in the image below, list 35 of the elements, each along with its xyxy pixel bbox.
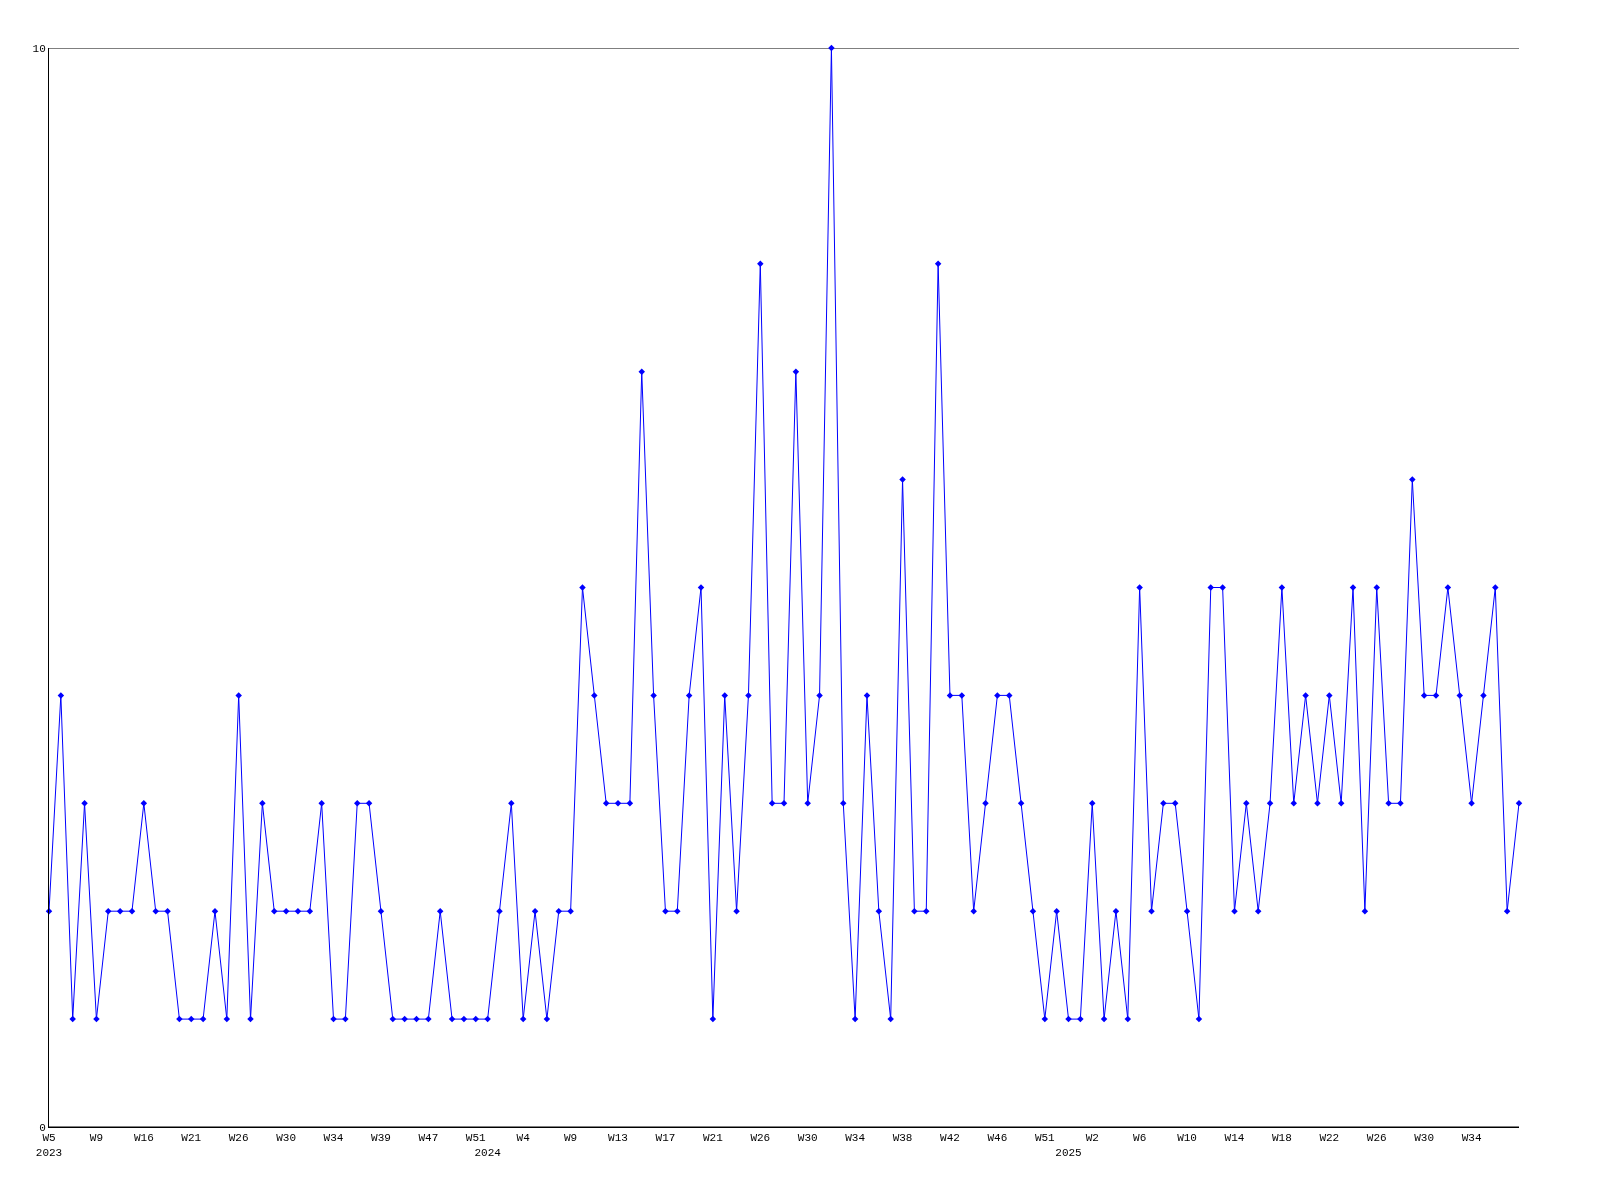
x-tick-label: W6 — [1133, 1132, 1147, 1145]
x-tick-label: W51 — [1034, 1132, 1056, 1145]
y-tick-label: 0 — [39, 1121, 46, 1134]
x-tick-label: W9 — [89, 1132, 104, 1145]
x-tick-label: W14 — [1224, 1132, 1245, 1145]
x-tick-label: W2 — [1085, 1132, 1099, 1145]
x-tick-label: W42 — [940, 1132, 960, 1145]
x-tick-label: W39 — [371, 1132, 391, 1145]
x-tick-label: W10 — [1177, 1132, 1197, 1145]
x-tick-label: W16 — [133, 1132, 154, 1145]
x-tick-label: W26 — [228, 1132, 249, 1145]
x-tick-label: W21 — [181, 1132, 202, 1145]
x-tick-label: W47 — [418, 1132, 439, 1145]
x-tick-label: W34 — [323, 1132, 344, 1145]
x-tick-label: W13 — [608, 1132, 628, 1145]
x-tick-label: W30 — [797, 1132, 818, 1145]
x-tick-label: W5 2023 — [35, 1132, 63, 1159]
x-tick-label: W30 — [1414, 1132, 1435, 1145]
x-tick-label: W21 — [702, 1132, 724, 1145]
x-tick-label: W38 — [892, 1132, 913, 1145]
x-tick-label: W17 — [655, 1132, 676, 1145]
x-tick-label: W30 — [276, 1132, 297, 1145]
y-tick-label: 10 — [32, 42, 46, 55]
x-tick-label: W9 — [564, 1132, 578, 1145]
x-tick-label: W34 — [845, 1132, 866, 1145]
x-tick-label: 2024 — [474, 1146, 502, 1159]
x-tick-label: W4 — [516, 1132, 531, 1145]
x-tick-label: W26 — [1366, 1132, 1387, 1145]
x-tick-label: W22 — [1319, 1132, 1340, 1145]
x-tick-label: W18 — [1271, 1132, 1292, 1145]
x-tick-label: 2025 — [1055, 1146, 1082, 1159]
x-tick-label: W26 — [750, 1132, 771, 1145]
x-tick-label: W34 — [1461, 1132, 1482, 1145]
x-tick-label: W51 — [465, 1132, 487, 1145]
x-tick-label: W46 — [987, 1132, 1008, 1145]
